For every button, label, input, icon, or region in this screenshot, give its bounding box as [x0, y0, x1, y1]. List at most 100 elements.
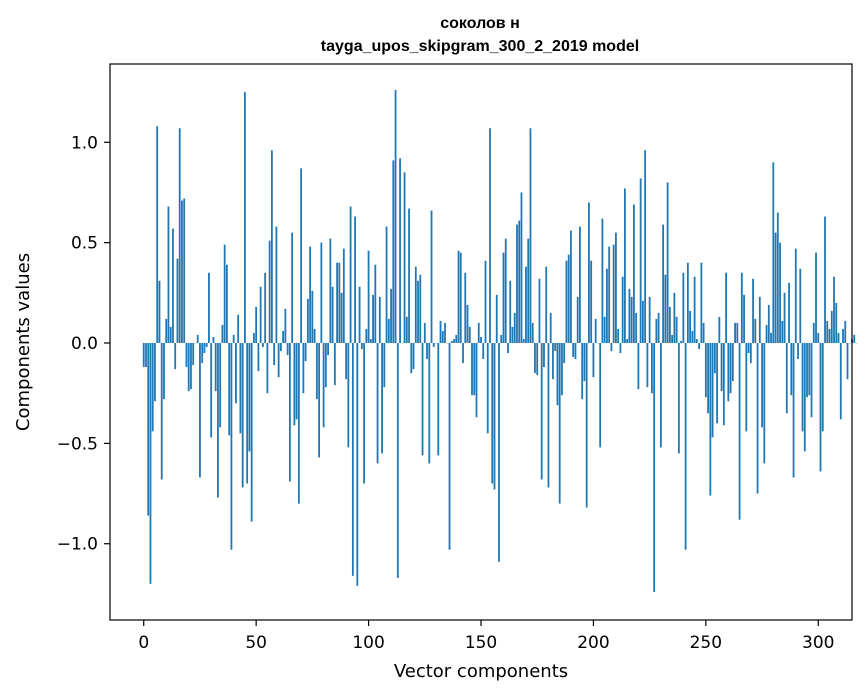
bar-component-228	[655, 318, 658, 344]
bar-component-126	[426, 343, 428, 360]
bar-component-299	[815, 252, 817, 343]
bar-component-11	[167, 206, 170, 343]
bar-component-141	[459, 252, 462, 343]
bar-component-85	[333, 343, 336, 386]
bar-component-25	[199, 343, 201, 478]
bar-component-244	[691, 330, 694, 343]
bar-component-71	[302, 343, 305, 394]
bar-component-84	[331, 286, 334, 343]
bar-component-123	[419, 274, 422, 344]
bar-component-95	[356, 343, 359, 586]
bar-component-156	[493, 343, 496, 490]
bar-component-9	[163, 343, 165, 400]
bar-component-29	[208, 272, 210, 343]
bar-component-252	[709, 343, 712, 496]
bar-component-152	[484, 260, 487, 344]
bar-component-134	[444, 322, 446, 343]
bar-component-312	[844, 320, 847, 343]
bar-component-174	[534, 343, 536, 374]
bar-component-264	[736, 322, 739, 343]
bar-component-50	[255, 306, 258, 343]
bar-component-178	[543, 343, 545, 368]
bar-component-19	[185, 343, 188, 368]
bar-component-38	[228, 343, 231, 436]
bar-component-298	[812, 322, 815, 343]
bar-component-52	[259, 286, 262, 343]
bar-component-277	[765, 324, 768, 343]
bar-component-44	[241, 343, 244, 488]
bar-component-49	[253, 332, 255, 344]
bar-component-316	[853, 334, 856, 343]
bar-component-33	[217, 343, 219, 498]
bar-component-78	[318, 343, 321, 458]
bar-component-32	[214, 343, 217, 392]
y-axis-ticks: −1.0 −0.5 0.0 0.5 1.0	[57, 133, 110, 555]
bar-component-280	[772, 162, 775, 343]
bar-component-63	[284, 308, 287, 343]
bar-component-153	[486, 343, 489, 434]
bar-component-30	[210, 343, 213, 438]
bar-component-257	[720, 343, 723, 392]
bar-component-101	[369, 338, 372, 343]
y-tick-label: −0.5	[57, 434, 98, 454]
bar-component-275	[761, 343, 763, 428]
x-tick-label: 100	[352, 633, 384, 653]
bar-component-295	[806, 343, 808, 398]
bar-component-113	[396, 343, 399, 578]
bar-component-45	[244, 92, 246, 343]
bar-component-86	[336, 262, 338, 343]
bar-component-26	[201, 343, 204, 364]
bar-component-64	[286, 343, 289, 356]
bar-component-120	[412, 343, 415, 370]
bar-component-164	[511, 326, 514, 344]
bar-component-240	[682, 272, 685, 343]
bar-component-145	[468, 326, 471, 344]
y-tick-label: 1.0	[71, 133, 98, 153]
bar-component-271	[752, 278, 754, 343]
bar-component-59	[275, 226, 278, 343]
bar-component-297	[810, 343, 813, 418]
bar-component-21	[190, 343, 192, 390]
bar-component-129	[432, 343, 435, 348]
bar-component-104	[376, 343, 379, 464]
bar-component-205	[603, 316, 606, 343]
bar-component-161	[504, 238, 507, 344]
bar-component-7	[158, 280, 161, 343]
bar-component-149	[477, 322, 480, 343]
bar-component-96	[358, 286, 361, 343]
bar-component-105	[378, 296, 381, 344]
bar-component-210	[615, 232, 617, 344]
bar-component-46	[246, 343, 249, 484]
bar-component-102	[372, 294, 374, 343]
bar-component-266	[740, 272, 743, 343]
bar-component-272	[754, 318, 757, 344]
bar-component-247	[698, 343, 700, 350]
bar-component-41	[235, 343, 237, 404]
bars-group	[142, 90, 858, 592]
bar-component-158	[498, 343, 500, 562]
bar-component-204	[601, 218, 604, 344]
bar-component-192	[574, 343, 577, 360]
bar-component-248	[700, 262, 703, 343]
bar-component-128	[430, 210, 433, 344]
bar-component-28	[205, 343, 208, 348]
bar-component-179	[545, 266, 548, 343]
bar-component-304	[826, 320, 829, 343]
bar-component-241	[684, 343, 687, 550]
bar-component-242	[686, 262, 689, 343]
bar-component-232	[664, 274, 667, 344]
bar-component-185	[558, 343, 561, 504]
bar-component-56	[268, 240, 271, 344]
bar-component-131	[437, 343, 440, 456]
bar-component-231	[662, 224, 665, 344]
bar-component-139	[455, 334, 458, 343]
bar-component-217	[630, 296, 633, 344]
bar-component-47	[248, 343, 251, 452]
chart-subtitle: tayga_upos_skipgram_300_2_2019 model	[321, 38, 639, 55]
bar-component-73	[306, 298, 309, 343]
bar-component-262	[731, 343, 734, 382]
bar-component-222	[641, 300, 644, 343]
bar-component-6	[156, 126, 159, 343]
bar-component-144	[466, 304, 469, 344]
bar-component-310	[839, 343, 842, 420]
